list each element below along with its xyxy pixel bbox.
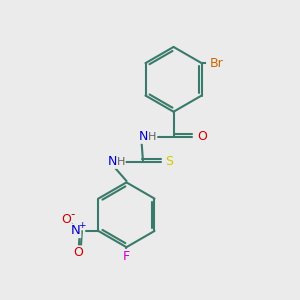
Text: N: N	[71, 224, 81, 238]
Text: H: H	[117, 157, 125, 167]
Text: N: N	[139, 130, 148, 143]
Text: H: H	[148, 132, 157, 142]
Text: N: N	[107, 155, 117, 168]
Text: O: O	[74, 246, 84, 259]
Text: F: F	[123, 250, 130, 262]
Text: -: -	[70, 208, 75, 221]
Text: Br: Br	[210, 57, 224, 70]
Text: +: +	[79, 221, 86, 230]
Text: S: S	[166, 155, 174, 168]
Text: O: O	[197, 130, 207, 143]
Text: O: O	[61, 213, 71, 226]
